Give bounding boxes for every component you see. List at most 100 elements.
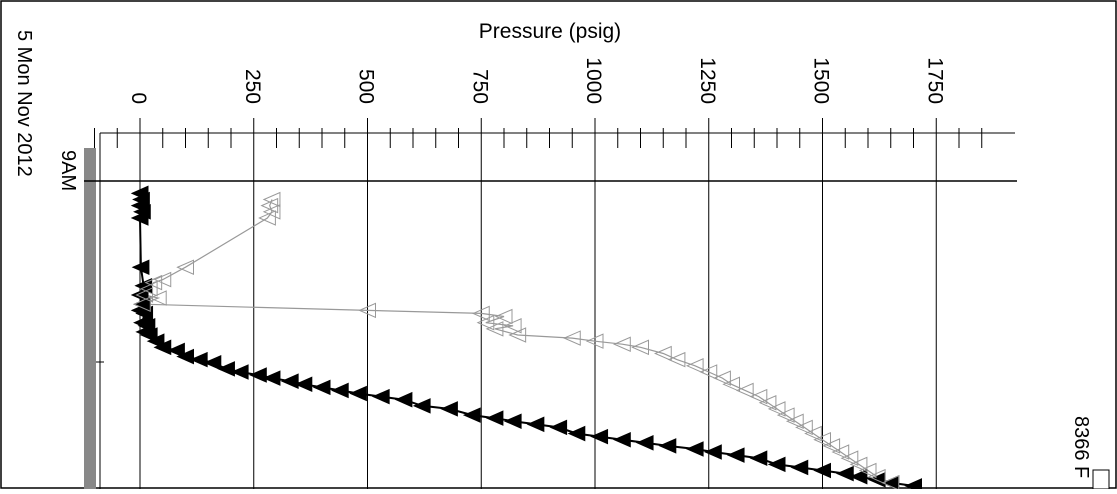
series-2-marker: [139, 281, 158, 297]
series-2-marker: [485, 321, 504, 337]
series-2-marker: [767, 401, 786, 417]
series-2-marker: [563, 330, 581, 346]
series-1-marker: [130, 210, 149, 226]
series-2-marker: [849, 456, 868, 473]
series-2-marker: [685, 358, 704, 374]
series-2-marker: [758, 394, 777, 411]
time-label-date: 5 Mon Nov 2012: [13, 30, 35, 177]
series-1-marker: [294, 376, 313, 393]
series-2-marker: [503, 317, 522, 334]
series-2-marker: [858, 462, 877, 479]
series-2-marker: [258, 210, 276, 226]
series-2-marker: [867, 468, 886, 485]
series-1-marker: [726, 447, 745, 463]
series-1-marker: [153, 339, 172, 356]
x-tick-label: 1250: [696, 57, 719, 104]
series-1-marker: [131, 259, 150, 276]
series-1-marker: [790, 459, 809, 476]
series-markers: [130, 185, 922, 494]
series-2-marker: [654, 345, 672, 362]
series-1-marker: [503, 413, 522, 430]
series-2-marker: [840, 450, 859, 466]
series-1-marker: [462, 407, 481, 423]
series-1-marker: [813, 462, 831, 479]
series-1-marker: [217, 361, 235, 377]
series-1-marker: [176, 348, 194, 365]
series-2-marker: [831, 444, 850, 460]
legend-swatch: [1092, 469, 1110, 490]
series-2-marker: [631, 339, 649, 356]
series-2-marker: [153, 271, 172, 288]
series-1-marker: [485, 410, 504, 426]
series-1-marker: [312, 379, 331, 396]
series-2-marker: [667, 351, 686, 368]
series-2-marker: [795, 419, 813, 436]
time-bar: [84, 148, 96, 489]
series-2-marker: [476, 314, 495, 331]
series-1-marker: [230, 364, 249, 380]
series-2-marker: [585, 333, 604, 349]
series-2-marker: [699, 364, 718, 380]
series-2-marker: [881, 475, 900, 491]
x-tick-label: 1000: [582, 57, 605, 104]
series-1-marker: [836, 465, 854, 482]
series-2-marker: [776, 407, 795, 423]
minor-ticks: [94, 128, 983, 148]
series-1-marker: [635, 435, 654, 451]
series-2-marker: [822, 438, 841, 454]
series-1-marker: [704, 444, 722, 460]
series-1-marker: [440, 401, 458, 417]
series-2-marker: [735, 382, 754, 399]
series-2-marker: [613, 336, 631, 353]
series-2-marker: [133, 296, 151, 312]
series-1-marker: [549, 419, 568, 436]
series-2-marker: [148, 290, 167, 306]
series-1-marker: [262, 370, 281, 386]
series-1-marker: [613, 431, 631, 448]
series-2-marker: [722, 376, 740, 393]
series-2-marker: [804, 425, 822, 442]
series-1-marker: [590, 428, 609, 445]
tick-labels: 0 250 500 750 1000 1250 1500 1750: [127, 57, 946, 104]
series-2-marker: [144, 274, 163, 291]
series-2-marker: [262, 191, 281, 208]
series-1-marker: [767, 456, 786, 473]
series-1-marker: [658, 438, 677, 454]
x-tick-label: 500: [355, 69, 378, 104]
series-1-marker: [349, 385, 367, 402]
series-1-marker: [394, 391, 413, 408]
series-2-marker: [813, 431, 831, 448]
series-2-marker: [262, 204, 281, 220]
x-tick-label: 750: [468, 69, 491, 104]
series-1-marker: [685, 441, 704, 457]
x-tick-label: 250: [241, 69, 264, 104]
series-2-marker: [472, 305, 490, 322]
legend: 8366 F: [1070, 416, 1110, 490]
series-2-marker: [135, 287, 154, 303]
x-tick-label: 0: [127, 92, 150, 104]
series-1-marker: [371, 388, 390, 405]
legend-label: 8366 F: [1070, 416, 1092, 478]
series-2-marker: [508, 327, 527, 343]
series-1-marker: [167, 342, 185, 359]
series-2-marker: [494, 308, 513, 325]
x-axis-title: Pressure (psig): [479, 20, 621, 43]
series-2-marker: [358, 302, 376, 319]
series-2-marker: [749, 388, 768, 405]
series-2-marker: [785, 413, 804, 430]
series-1-marker: [749, 450, 768, 466]
series-1-marker: [189, 351, 208, 368]
series-1-marker: [249, 367, 267, 383]
series-1-marker: [280, 373, 299, 389]
time-label-hour: 9AM: [57, 150, 79, 191]
x-tick-label: 1500: [810, 57, 833, 104]
series-1-marker: [849, 468, 868, 485]
series-1-marker: [203, 354, 222, 371]
series-2-marker: [713, 370, 731, 386]
series-1-marker: [330, 382, 349, 399]
series-1-marker: [412, 398, 431, 414]
x-tick-label: 1750: [923, 57, 946, 104]
